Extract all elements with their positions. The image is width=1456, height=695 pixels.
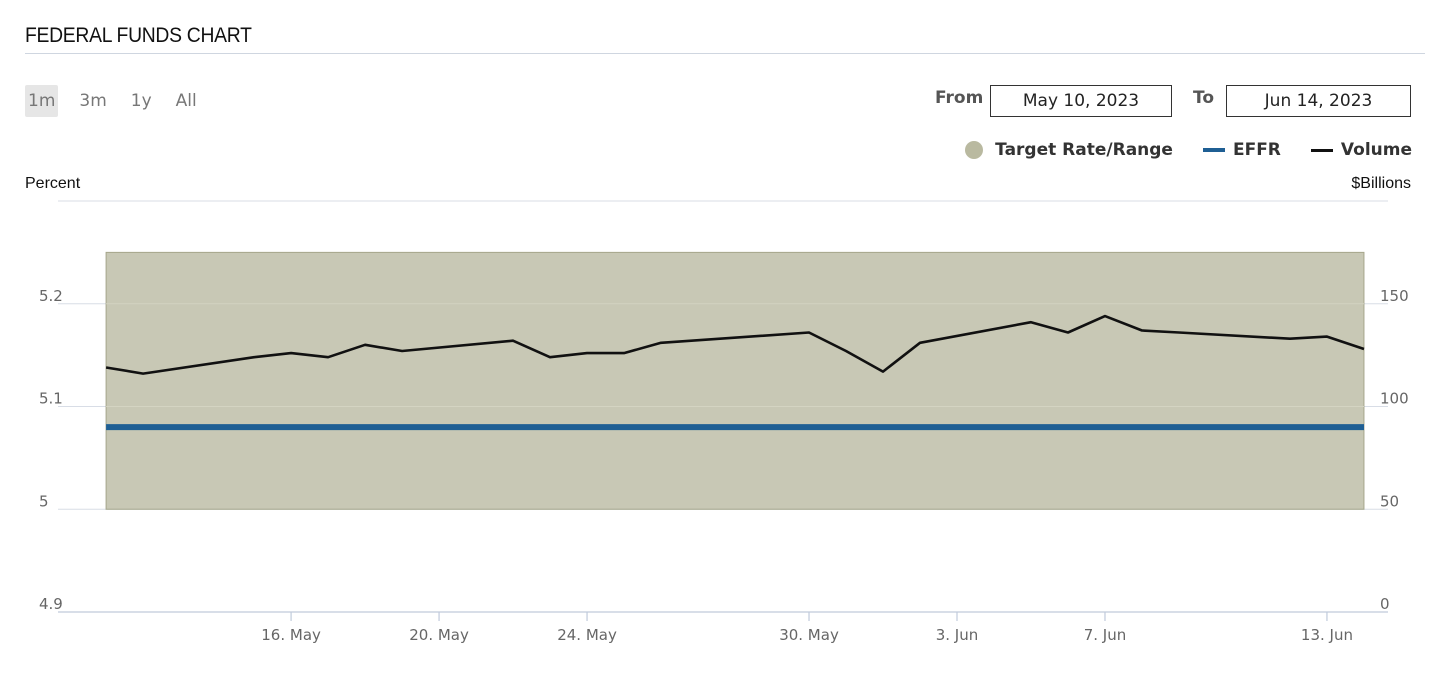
right-axis-title: $Billions: [1351, 175, 1411, 192]
target-range-layer: [105, 251, 1365, 510]
y-axis-right: 0 50 100 150: [1380, 287, 1409, 613]
x-tick-label: 13. Jun: [1301, 626, 1353, 644]
x-tick-label: 24. May: [557, 626, 617, 644]
target-rate-swatch-icon: [965, 141, 984, 159]
range-selector: 1m 3m 1y All: [25, 85, 218, 117]
left-axis-title: Percent: [25, 175, 81, 192]
range-button-3m[interactable]: 3m: [79, 91, 107, 111]
legend-item-effr[interactable]: EFFR: [1202, 140, 1281, 160]
from-date-input[interactable]: [990, 85, 1172, 117]
series-volume-line: [105, 314, 1365, 375]
range-button-1y[interactable]: 1y: [130, 91, 152, 111]
legend-label-effr: EFFR: [1232, 140, 1281, 160]
x-tick-label: 20. May: [409, 626, 469, 644]
y-left-tick-label: 4.9: [39, 595, 63, 613]
x-tick-label: 16. May: [261, 626, 321, 644]
y-right-tick-label: 100: [1380, 390, 1409, 408]
effr-swatch-icon: [1202, 148, 1225, 152]
x-tick-label: 3. Jun: [936, 626, 979, 644]
to-label: To: [1193, 88, 1215, 108]
y-right-tick-label: 0: [1380, 595, 1390, 613]
from-label: From: [935, 88, 984, 108]
legend-label-volume: Volume: [1340, 140, 1412, 160]
legend-item-volume[interactable]: Volume: [1310, 140, 1412, 160]
x-tick-label: 30. May: [779, 626, 839, 644]
y-left-tick-label: 5: [39, 492, 49, 510]
page-title: FEDERAL FUNDS CHART: [25, 24, 252, 47]
title-divider: [25, 53, 1425, 54]
range-button-1m[interactable]: 1m: [25, 85, 59, 117]
legend-label-target-rate: Target Rate/Range: [995, 140, 1173, 160]
x-axis: 16. May 20. May 24. May 30. May 3. Jun 7. Jun…: [58, 611, 1388, 644]
y-left-tick-label: 5.1: [39, 390, 63, 408]
series-layer: [105, 314, 1365, 431]
y-right-tick-label: 150: [1380, 287, 1409, 305]
y-right-tick-label: 50: [1380, 492, 1399, 510]
y-axis-left: 4.9 5 5.1 5.2: [39, 287, 63, 613]
y-left-tick-label: 5.2: [39, 287, 63, 305]
chart-legend: Target Rate/Range EFFR Volume: [935, 140, 1412, 160]
legend-item-target-rate[interactable]: Target Rate/Range: [965, 140, 1173, 160]
x-tick-label: 7. Jun: [1084, 626, 1127, 644]
volume-swatch-icon: [1310, 148, 1333, 152]
range-button-all[interactable]: All: [175, 91, 197, 111]
to-date-input[interactable]: [1226, 85, 1411, 117]
target-range-band: [105, 251, 1365, 510]
